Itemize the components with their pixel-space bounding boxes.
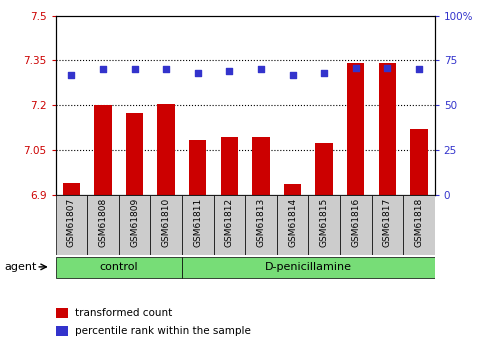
Bar (94, 105, 112, 195)
Bar (340, 195, 371, 255)
Bar (63, 183, 80, 195)
Point (68, 72, 75, 78)
Text: GSM61810: GSM61810 (162, 198, 170, 247)
Bar (119, 195, 150, 255)
Text: GSM61815: GSM61815 (320, 198, 328, 247)
Bar (56, 257, 182, 278)
Text: GSM61808: GSM61808 (99, 198, 107, 247)
Bar (347, 63, 364, 195)
Bar (182, 257, 435, 278)
Bar (213, 195, 245, 255)
Text: percentile rank within the sample: percentile rank within the sample (75, 326, 251, 336)
Point (352, 65, 359, 70)
Bar (403, 195, 435, 255)
Bar (315, 142, 333, 195)
Text: GSM61818: GSM61818 (414, 198, 424, 247)
Bar (126, 113, 143, 195)
Text: GSM61811: GSM61811 (193, 198, 202, 247)
Bar (182, 195, 213, 255)
Bar (56, 326, 68, 336)
Bar (252, 137, 270, 195)
Point (131, 67, 139, 72)
Text: control: control (99, 262, 138, 272)
Point (99, 67, 107, 72)
Text: GSM61817: GSM61817 (383, 198, 392, 247)
Bar (410, 129, 427, 195)
Point (194, 70, 201, 76)
Text: GSM61814: GSM61814 (288, 198, 297, 247)
Bar (56, 195, 87, 255)
Point (384, 65, 391, 70)
Text: D-penicillamine: D-penicillamine (265, 262, 352, 272)
Text: GSM61816: GSM61816 (351, 198, 360, 247)
Bar (379, 63, 396, 195)
Text: GSM61812: GSM61812 (225, 198, 234, 247)
Text: GSM61807: GSM61807 (67, 198, 76, 247)
Bar (221, 137, 238, 195)
Bar (245, 195, 277, 255)
Bar (277, 195, 308, 255)
Bar (371, 195, 403, 255)
Bar (87, 195, 119, 255)
Point (257, 67, 265, 72)
Bar (284, 185, 301, 195)
Text: agent: agent (5, 262, 37, 272)
Point (162, 67, 170, 72)
Point (289, 72, 297, 78)
Point (415, 67, 423, 72)
Text: GSM61809: GSM61809 (130, 198, 139, 247)
Text: GSM61813: GSM61813 (256, 198, 266, 247)
Bar (56, 308, 68, 318)
Bar (189, 140, 206, 195)
Point (226, 68, 233, 74)
Point (320, 70, 328, 76)
Bar (157, 104, 175, 195)
Bar (150, 195, 182, 255)
Bar (308, 195, 340, 255)
Text: transformed count: transformed count (75, 308, 173, 318)
